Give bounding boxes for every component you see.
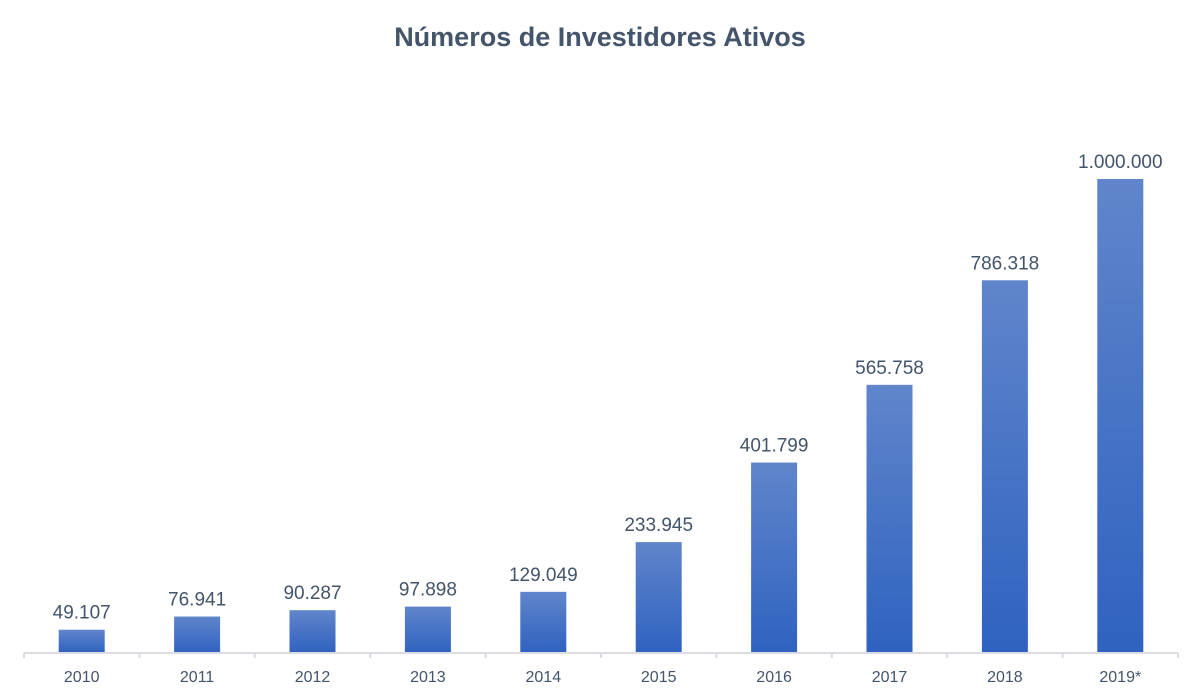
x-tick-label: 2018 [987, 669, 1023, 686]
x-tick-label: 2011 [180, 669, 215, 686]
data-label: 786.318 [971, 253, 1040, 274]
chart-title: Números de Investidores Ativos [394, 22, 806, 52]
data-label: 49.107 [53, 603, 111, 624]
data-label: 76.941 [168, 590, 226, 611]
x-tick-label: 2017 [872, 669, 908, 686]
bar-2017 [866, 384, 913, 653]
bar-2012 [289, 610, 336, 653]
x-tick-label: 2013 [410, 669, 446, 686]
bar-2013 [404, 606, 451, 653]
bar-2018 [981, 280, 1028, 653]
data-label: 401.799 [740, 436, 809, 457]
x-tick-label: 2019* [1099, 669, 1141, 686]
x-tick-label: 2016 [756, 669, 792, 686]
bar-2011 [174, 616, 221, 653]
x-tick-label: 2014 [526, 669, 562, 686]
bar-2015 [635, 542, 682, 653]
bar-2016 [751, 462, 798, 653]
bar-2010 [58, 629, 105, 653]
data-label: 565.758 [855, 358, 924, 379]
bar-2019* [1097, 179, 1144, 653]
data-label: 90.287 [283, 583, 341, 604]
data-label: 129.049 [509, 565, 578, 586]
data-label: 97.898 [399, 580, 457, 601]
x-tick-label: 2015 [641, 669, 677, 686]
bar-2014 [520, 591, 567, 653]
data-label: 233.945 [624, 515, 693, 536]
x-tick-label: 2010 [64, 669, 100, 686]
x-tick-label: 2012 [295, 669, 331, 686]
data-label: 1.000.000 [1078, 152, 1163, 173]
